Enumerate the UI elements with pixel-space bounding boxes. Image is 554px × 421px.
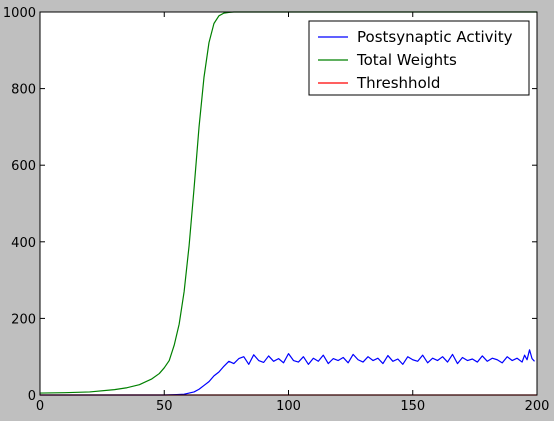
y-tick-label: 200 bbox=[11, 312, 36, 327]
x-tick-label: 100 bbox=[276, 399, 301, 414]
y-tick-label: 600 bbox=[11, 159, 36, 174]
legend-label-2: Threshhold bbox=[356, 74, 440, 92]
x-tick-label: 50 bbox=[156, 399, 173, 414]
y-tick-label: 1000 bbox=[3, 6, 36, 21]
legend-label-1: Total Weights bbox=[356, 51, 457, 69]
y-tick-label: 0 bbox=[28, 389, 36, 404]
series-line-0 bbox=[40, 349, 535, 396]
x-tick-label: 0 bbox=[36, 399, 44, 414]
legend: Postsynaptic Activity Total Weights Thresh… bbox=[308, 20, 530, 96]
x-tick-label: 150 bbox=[400, 399, 425, 414]
ticks-layer: 0 50 100 150 200 0 200 400 600 800 1000 bbox=[3, 6, 550, 414]
y-tick-label: 400 bbox=[11, 236, 36, 251]
legend-label-0: Postsynaptic Activity bbox=[357, 28, 513, 46]
y-tick-label: 800 bbox=[11, 83, 36, 98]
x-tick-label: 200 bbox=[525, 399, 550, 414]
